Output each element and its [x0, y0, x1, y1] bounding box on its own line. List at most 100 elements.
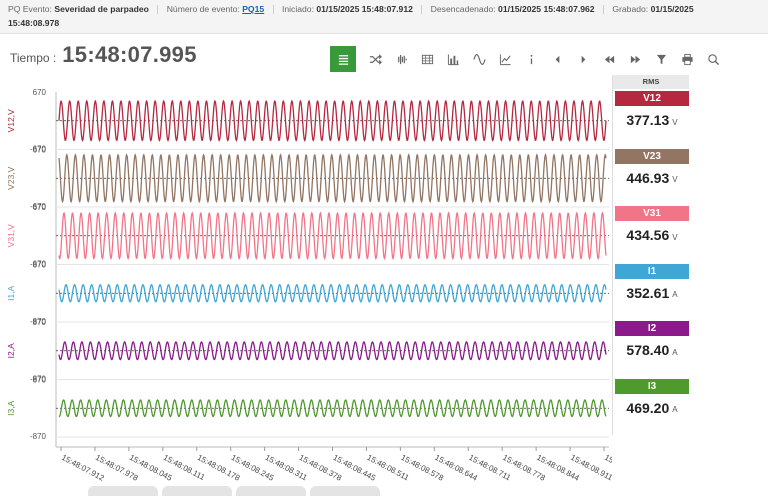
- event-info-bar: PQ Evento: Severidad de parpadeo Número …: [0, 0, 768, 34]
- rms-value: 469.20: [626, 399, 670, 416]
- rms-value-box: 578.40 A: [615, 336, 689, 364]
- bottom-tab[interactable]: [88, 486, 158, 496]
- recorded-value: 01/15/2025: [650, 4, 694, 14]
- rms-unit: A: [672, 405, 678, 414]
- line-chart-button[interactable]: [494, 48, 516, 70]
- y-min-label: -870: [30, 317, 47, 326]
- info-icon: [530, 54, 532, 64]
- rms-channel-name: V12: [615, 91, 689, 106]
- lines-view-button[interactable]: [330, 46, 356, 72]
- y-max-label: 670: [33, 203, 47, 212]
- waveform-button[interactable]: [390, 48, 412, 70]
- rms-value-box: 469.20 A: [615, 393, 689, 422]
- rms-item-v31: V31 434.56 V: [615, 206, 689, 249]
- y-axis-title: V31,V: [6, 224, 16, 247]
- rms-value: 377.13: [626, 112, 670, 128]
- pq-event-value: Severidad de parpadeo: [54, 4, 149, 14]
- event-number-link[interactable]: PQ15: [242, 4, 265, 14]
- rms-value-box: 352.61 A: [615, 278, 689, 307]
- rms-value-box: 434.56 V: [615, 221, 689, 249]
- print-button[interactable]: [676, 48, 698, 70]
- recorded-label: Grabado:: [612, 4, 649, 14]
- y-max-label: 870: [33, 376, 47, 385]
- divider: [157, 5, 159, 15]
- rms-value: 352.61: [626, 284, 670, 301]
- rms-value: 446.93: [626, 169, 670, 186]
- rms-value-box: 377.13 V: [615, 106, 689, 134]
- table-view-button[interactable]: [416, 48, 438, 70]
- rms-unit: A: [672, 290, 678, 299]
- step-forward-button[interactable]: [572, 48, 594, 70]
- rms-panel: RMS V12 377.13 V V23 446.93 V V31 434.56 V I1 352.…: [612, 75, 689, 435]
- sine-icon: [472, 53, 486, 65]
- series-v23-line: [58, 153, 607, 204]
- time-readout: Tiempo : 15:48:07.995: [10, 42, 197, 68]
- y-axis-title: V23,V: [6, 166, 16, 189]
- series-i2-line: [58, 341, 607, 361]
- bottom-tabs: [88, 486, 384, 496]
- y-min-label: -670: [30, 202, 47, 211]
- triggered-value: 01/15/2025 15:48:07.962: [498, 4, 595, 14]
- rms-channel-name: I3: [615, 378, 689, 394]
- divider: [272, 5, 274, 15]
- rms-header: RMS: [613, 75, 689, 89]
- y-axis-title: V12,V: [6, 109, 16, 132]
- y-min-label: -670: [30, 260, 47, 269]
- fast-backward-button[interactable]: [598, 48, 620, 70]
- fast-backward-icon: [604, 55, 614, 63]
- series-v12-line: [58, 99, 607, 142]
- y-max-label: 670: [33, 88, 47, 97]
- rms-value-box: 446.93 V: [615, 163, 689, 192]
- filter-icon: [656, 54, 666, 64]
- rms-item-i1: I1 352.61 A: [615, 263, 689, 307]
- y-max-label: 670: [33, 146, 47, 155]
- y-max-label: 870: [33, 261, 47, 270]
- bottom-tab[interactable]: [236, 486, 306, 496]
- bottom-tab[interactable]: [310, 486, 380, 496]
- y-max-label: 870: [33, 318, 47, 327]
- shuffle-icon: [369, 53, 382, 65]
- lines-icon: [338, 54, 348, 65]
- rms-unit: A: [672, 347, 678, 357]
- rms-item-i2: I2 578.40 A: [615, 321, 689, 364]
- rms-item-v12: V12 377.13 V: [615, 91, 689, 134]
- rms-unit: V: [672, 175, 678, 184]
- fast-forward-icon: [630, 55, 640, 63]
- rms-item-v23: V23 446.93 V: [615, 148, 689, 192]
- divider: [421, 5, 423, 15]
- line-chart-icon: [499, 53, 511, 65]
- zoom-icon: [707, 53, 719, 65]
- y-min-label: -670: [30, 145, 47, 154]
- waveform-chart[interactable]: 670-670V12,V670-670V23,V670-670V31,V870-…: [0, 76, 612, 486]
- rms-channel-name: V31: [615, 206, 689, 221]
- bar-chart-icon: [447, 53, 459, 65]
- time-label: Tiempo :: [10, 51, 57, 65]
- time-value: 15:48:07.995: [62, 42, 197, 67]
- fast-forward-button[interactable]: [624, 48, 646, 70]
- series-i3-line: [58, 399, 607, 418]
- bar-chart-button[interactable]: [442, 48, 464, 70]
- recorded-value-time: 15:48:08.978: [8, 18, 60, 28]
- chart-toolbar: [330, 46, 728, 72]
- event-number-label: Número de evento:: [166, 4, 240, 14]
- table-icon: [421, 54, 433, 64]
- y-min-label: -870: [30, 432, 47, 441]
- y-axis-title: I2,A: [6, 343, 16, 358]
- bottom-tab[interactable]: [162, 486, 232, 496]
- sine-button[interactable]: [468, 48, 490, 70]
- pq-event-label: PQ Evento:: [8, 4, 52, 14]
- y-min-label: -870: [30, 375, 47, 384]
- print-icon: [681, 53, 693, 65]
- zoom-button[interactable]: [702, 48, 724, 70]
- step-back-button[interactable]: [546, 48, 568, 70]
- triggered-label: Desencadenado:: [430, 4, 496, 14]
- rms-channel-name: I1: [615, 263, 689, 279]
- shuffle-button[interactable]: [364, 48, 386, 70]
- filter-button[interactable]: [650, 48, 672, 70]
- rms-channel-name: I2: [615, 321, 689, 336]
- rms-value: 578.40: [626, 342, 670, 358]
- info-button[interactable]: [520, 48, 542, 70]
- y-axis-title: I3,A: [6, 400, 16, 415]
- rms-item-i3: I3 469.20 A: [615, 378, 689, 422]
- y-axis-title: I1,A: [6, 285, 16, 300]
